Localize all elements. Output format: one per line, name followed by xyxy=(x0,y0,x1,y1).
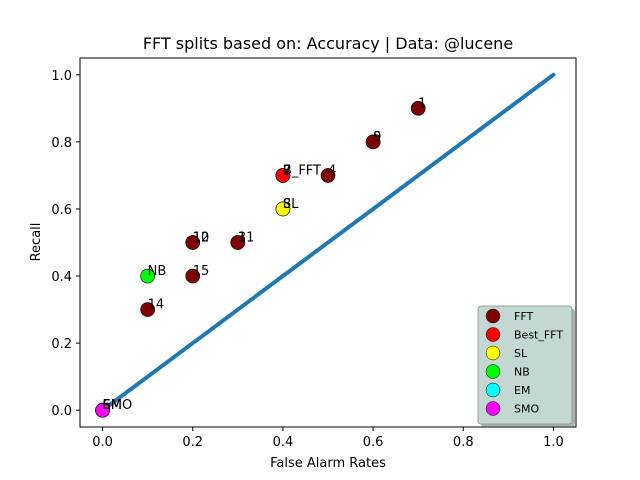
point-sl xyxy=(275,201,291,217)
point-label: 8 xyxy=(283,197,291,212)
legend-marker xyxy=(485,327,501,342)
x-tick-label: 1.0 xyxy=(543,435,564,450)
legend-label: Best_FFT xyxy=(514,329,563,342)
x-tick-label: 0.8 xyxy=(453,435,474,450)
point-label: 2 xyxy=(283,163,291,178)
point-label: B_FFT xyxy=(283,163,321,178)
point-best-fft xyxy=(275,168,291,183)
point-label: 4 xyxy=(328,163,336,178)
point-label: 12 xyxy=(193,231,210,246)
point-fft xyxy=(230,235,246,250)
point-label: EM xyxy=(103,398,122,413)
plot-frame xyxy=(79,57,577,428)
point-label: 9 xyxy=(373,130,381,145)
y-tick-label: 0.6 xyxy=(51,203,72,218)
chart-title: FFT splits based on: Accuracy | Data: @l… xyxy=(143,34,513,53)
legend-marker xyxy=(485,345,501,361)
x-tick-label: 0.0 xyxy=(92,435,113,450)
point-fft xyxy=(320,168,336,183)
y-axis-label: Recall xyxy=(29,223,44,262)
point-label: 1 xyxy=(418,96,426,111)
point-label: 14 xyxy=(148,298,165,313)
point-smo xyxy=(95,402,110,418)
legend-marker xyxy=(485,382,501,398)
y-tick-label: 0.2 xyxy=(51,337,72,352)
point-label: 5 xyxy=(373,130,381,145)
point-label: 6 xyxy=(103,398,111,413)
legend-marker xyxy=(485,308,501,324)
point-label: SMO xyxy=(103,398,133,413)
legend-marker xyxy=(485,401,501,416)
x-tick-label: 0.6 xyxy=(363,435,384,450)
point-label: NB xyxy=(148,264,167,279)
point-label: 3 xyxy=(238,231,246,246)
diagonal-line xyxy=(100,72,556,413)
point-label: 10 xyxy=(193,231,210,246)
x-tick-label: 0.2 xyxy=(182,435,203,450)
legend-label: NB xyxy=(514,366,530,379)
y-tick-label: 0.4 xyxy=(51,270,72,285)
legend-label: EM xyxy=(514,384,530,397)
point-label: 7 xyxy=(283,163,291,178)
point-fft xyxy=(140,302,155,317)
point-fft xyxy=(185,235,201,250)
point-nb xyxy=(140,268,155,284)
y-tick-label: 0.8 xyxy=(51,136,72,151)
point-label: 15 xyxy=(193,264,210,279)
y-tick-label: 0.0 xyxy=(51,404,72,419)
legend-label: SL xyxy=(514,347,528,360)
point-label: SL xyxy=(283,197,299,212)
legend-marker xyxy=(485,364,501,379)
point-fft xyxy=(185,268,201,284)
point-label: 11 xyxy=(238,231,255,246)
legend-label: SMO xyxy=(514,403,539,416)
x-tick-label: 0.4 xyxy=(273,435,294,450)
point-fft xyxy=(365,134,381,150)
point-fft xyxy=(410,101,426,116)
legend-label: FFT xyxy=(514,310,533,323)
legend: FFT Best_FFT SL NB EM SMO xyxy=(477,305,575,427)
x-axis-label: False Alarm Rates xyxy=(270,456,386,471)
y-tick-label: 1.0 xyxy=(51,69,72,84)
legend-box xyxy=(477,305,573,425)
